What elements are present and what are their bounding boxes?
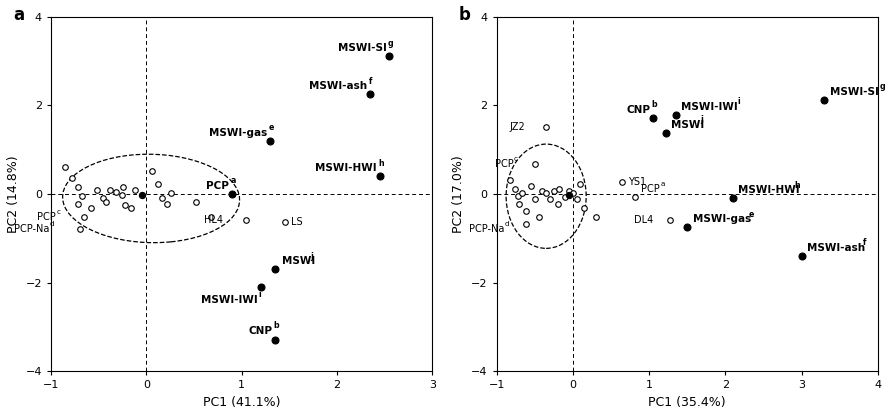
- Text: g: g: [387, 39, 393, 48]
- Text: PCP: PCP: [494, 159, 513, 169]
- Text: MSWI-gas: MSWI-gas: [693, 214, 751, 224]
- X-axis label: PC1 (35.4%): PC1 (35.4%): [648, 396, 726, 409]
- Text: MSWI-HWI: MSWI-HWI: [738, 186, 800, 196]
- Text: a: a: [231, 176, 236, 186]
- Text: j: j: [700, 115, 703, 124]
- Text: PCP: PCP: [641, 184, 660, 194]
- Text: MSWI: MSWI: [282, 256, 315, 266]
- Text: c: c: [56, 209, 61, 215]
- Y-axis label: PC2 (17.0%): PC2 (17.0%): [452, 155, 466, 233]
- Text: d: d: [50, 221, 55, 227]
- Text: b: b: [274, 321, 279, 330]
- Text: MSWI-gas: MSWI-gas: [209, 128, 267, 138]
- Text: MSWI-IWI: MSWI-IWI: [681, 102, 738, 112]
- Text: a: a: [13, 6, 24, 24]
- Text: JZ2: JZ2: [510, 121, 526, 131]
- Text: i: i: [738, 97, 740, 106]
- Text: MSWI: MSWI: [671, 120, 704, 130]
- Text: MSWI-ash: MSWI-ash: [309, 81, 367, 91]
- Text: HL4: HL4: [204, 215, 223, 225]
- Text: AS1: AS1: [0, 415, 1, 416]
- Text: j: j: [310, 252, 313, 261]
- Y-axis label: PC2 (14.8%): PC2 (14.8%): [7, 155, 20, 233]
- Text: MSWI-SI: MSWI-SI: [338, 44, 386, 54]
- Text: YS1: YS1: [628, 176, 645, 187]
- Text: MSWI-ash: MSWI-ash: [807, 243, 865, 253]
- Text: CNP: CNP: [627, 105, 651, 115]
- Text: MSWI-HWI: MSWI-HWI: [316, 163, 377, 173]
- Text: PCP: PCP: [37, 212, 55, 222]
- Text: MSWI-IWI: MSWI-IWI: [201, 295, 257, 305]
- Text: c: c: [514, 156, 519, 162]
- Text: b: b: [459, 6, 470, 24]
- Text: d: d: [505, 221, 510, 227]
- Text: i: i: [259, 290, 262, 299]
- Text: f: f: [368, 77, 372, 86]
- Text: MSWI-SI: MSWI-SI: [830, 87, 879, 97]
- Text: a: a: [661, 181, 665, 187]
- Text: PCP-Na: PCP-Na: [468, 224, 504, 234]
- Text: b: b: [652, 100, 657, 109]
- Text: h: h: [378, 158, 384, 168]
- Text: CNP: CNP: [249, 326, 272, 336]
- Text: f: f: [864, 238, 866, 248]
- Text: h: h: [795, 181, 800, 190]
- Text: e: e: [749, 210, 755, 218]
- Text: LS: LS: [291, 216, 303, 227]
- Text: e: e: [268, 123, 274, 132]
- Text: PCP-Na: PCP-Na: [13, 224, 49, 234]
- Text: PCP: PCP: [207, 181, 229, 191]
- X-axis label: PC1 (41.1%): PC1 (41.1%): [203, 396, 281, 409]
- Text: DL4: DL4: [634, 215, 653, 225]
- Text: g: g: [879, 82, 885, 91]
